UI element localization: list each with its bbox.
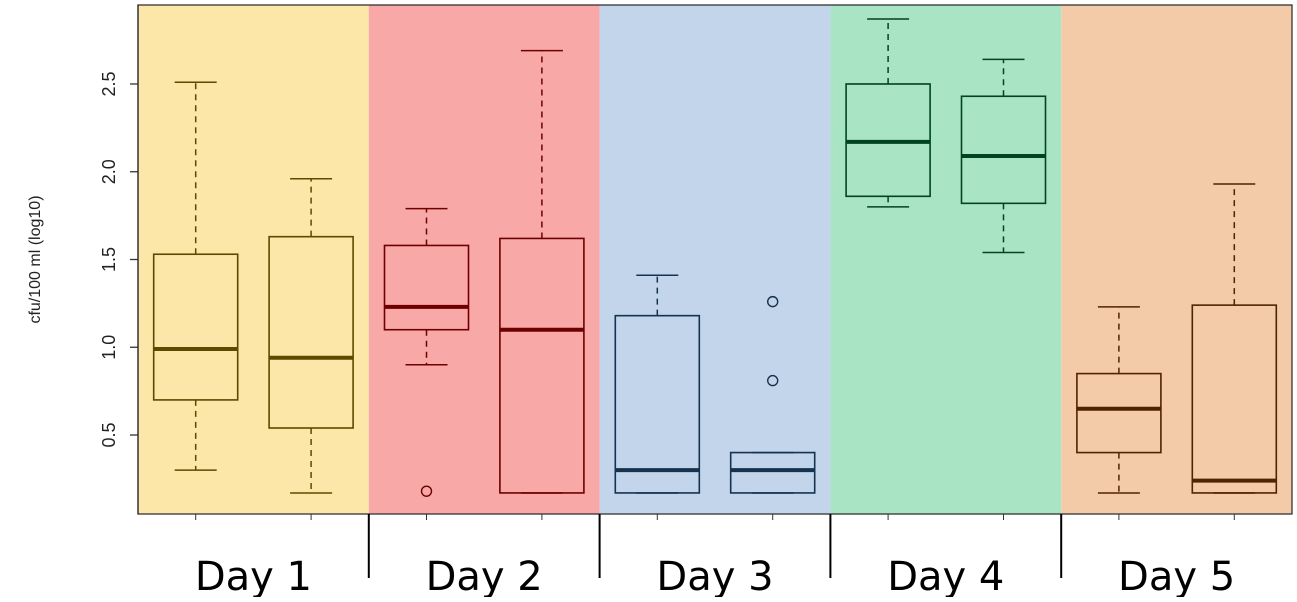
- outlier-point: [420, 485, 433, 497]
- background-band-day-1: [138, 5, 369, 514]
- box-iqr: [152, 253, 239, 401]
- box-4: [499, 49, 585, 520]
- y-tick-label: 1.0: [99, 335, 119, 360]
- box-9: [1076, 306, 1162, 520]
- box-1: [152, 81, 239, 520]
- day-background-bands: [138, 5, 1292, 514]
- box-6: [729, 295, 816, 520]
- y-tick-label: 2.0: [99, 159, 119, 184]
- day-labels: Day 1 Day 2 Day 3 Day 4 Day 5: [195, 514, 1235, 600]
- background-band-day-5: [1061, 5, 1292, 514]
- plot-frame: [137, 4, 1293, 515]
- outlier-point: [767, 374, 779, 387]
- day-label-3: Day 3: [656, 554, 773, 597]
- box-8: [960, 58, 1047, 520]
- background-band-day-4: [830, 5, 1062, 514]
- day-label-4: Day 4: [887, 554, 1004, 597]
- box-iqr: [499, 237, 585, 494]
- y-axis-label: cfu/100 ml (log10): [27, 195, 44, 323]
- background-band-day-3: [599, 5, 831, 514]
- box-iqr: [1191, 304, 1278, 494]
- box-iqr: [614, 314, 701, 494]
- box-iqr: [383, 244, 470, 331]
- day-label-2: Day 2: [426, 554, 543, 597]
- box-iqr: [960, 95, 1047, 205]
- box-layer: [152, 18, 1278, 520]
- background-band-day-2: [368, 5, 600, 514]
- box-5: [614, 274, 701, 520]
- box-2: [268, 178, 354, 520]
- box-iqr: [729, 451, 816, 494]
- y-tick-label: 1.5: [99, 247, 119, 272]
- box-7: [845, 18, 931, 520]
- outlier-point: [767, 295, 779, 308]
- day-label-5: Day 5: [1118, 554, 1235, 597]
- day-label-1: Day 1: [195, 554, 312, 597]
- box-10: [1191, 183, 1278, 520]
- box-iqr: [1076, 372, 1162, 454]
- box-iqr: [268, 235, 354, 429]
- box-3: [383, 207, 470, 520]
- y-tick-label: 0.5: [99, 423, 119, 448]
- y-tick-label: 2.5: [99, 71, 119, 96]
- y-axis: 0.5 1.0 1.5 2.0 2.5: [99, 5, 139, 514]
